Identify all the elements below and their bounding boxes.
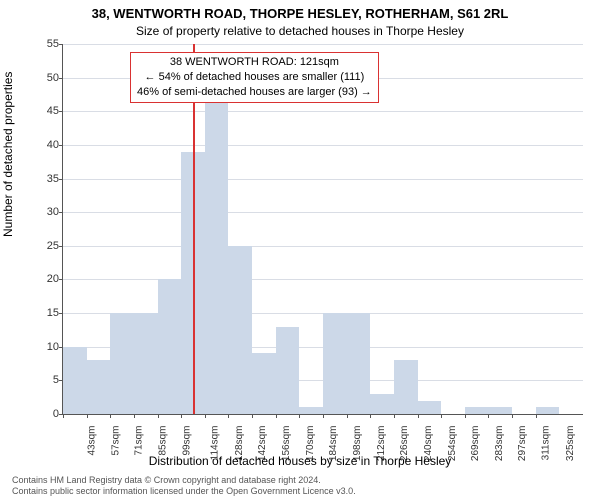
y-tick-label: 30 (29, 206, 59, 218)
x-tick-mark (465, 414, 466, 418)
x-tick-mark (205, 414, 206, 418)
x-axis-label: Distribution of detached houses by size … (0, 454, 600, 468)
x-tick-mark (276, 414, 277, 418)
y-tick-mark (59, 212, 63, 213)
y-tick-label: 10 (29, 341, 59, 353)
x-tick-mark (418, 414, 419, 418)
histogram-bar (87, 360, 111, 414)
y-tick-mark (59, 246, 63, 247)
histogram-bar (134, 313, 158, 414)
x-tick-mark (512, 414, 513, 418)
footer-line2: Contains public sector information licen… (12, 486, 356, 497)
y-tick-label: 25 (29, 240, 59, 252)
gridline (63, 212, 583, 213)
histogram-bar (347, 313, 371, 414)
y-tick-mark (59, 179, 63, 180)
y-tick-mark (59, 313, 63, 314)
y-tick-label: 20 (29, 273, 59, 285)
x-tick-mark (252, 414, 253, 418)
x-tick-mark (110, 414, 111, 418)
annotation-line3: 46% of semi-detached houses are larger (… (137, 85, 372, 100)
y-tick-label: 0 (29, 408, 59, 420)
histogram-bar (276, 327, 300, 414)
histogram-bar (370, 394, 394, 414)
histogram-bar (158, 279, 182, 414)
histogram-bar (536, 407, 560, 414)
histogram-bar (110, 313, 134, 414)
histogram-bar (299, 407, 323, 414)
x-tick-label: 99sqm (181, 426, 192, 456)
y-tick-mark (59, 78, 63, 79)
y-tick-mark (59, 145, 63, 146)
gridline (63, 179, 583, 180)
x-tick-mark (323, 414, 324, 418)
x-tick-mark (370, 414, 371, 418)
x-tick-mark (488, 414, 489, 418)
gridline (63, 111, 583, 112)
annotation-line2: ← 54% of detached houses are smaller (11… (137, 70, 372, 85)
histogram-bar (205, 98, 229, 414)
histogram-bar (465, 407, 489, 414)
x-tick-mark (441, 414, 442, 418)
footer-line1: Contains HM Land Registry data © Crown c… (12, 475, 356, 486)
y-tick-label: 55 (29, 38, 59, 50)
x-tick-mark (228, 414, 229, 418)
chart-annotation-box: 38 WENTWORTH ROAD: 121sqm ← 54% of detac… (130, 52, 379, 103)
y-tick-label: 45 (29, 105, 59, 117)
x-tick-label: 43sqm (87, 426, 98, 456)
gridline (63, 44, 583, 45)
annotation-line1: 38 WENTWORTH ROAD: 121sqm (137, 55, 372, 70)
chart-title: 38, WENTWORTH ROAD, THORPE HESLEY, ROTHE… (0, 6, 600, 21)
histogram-bar (228, 246, 252, 414)
histogram-bar (418, 401, 442, 414)
x-tick-mark (347, 414, 348, 418)
y-tick-mark (59, 279, 63, 280)
gridline (63, 246, 583, 247)
chart-attribution: Contains HM Land Registry data © Crown c… (12, 475, 356, 498)
x-tick-mark (63, 414, 64, 418)
y-tick-label: 50 (29, 72, 59, 84)
histogram-bar (63, 347, 87, 414)
y-axis-label: Number of detached properties (1, 72, 15, 237)
x-tick-mark (87, 414, 88, 418)
x-tick-mark (536, 414, 537, 418)
y-tick-label: 35 (29, 173, 59, 185)
x-tick-label: 85sqm (157, 426, 168, 456)
histogram-bar (394, 360, 418, 414)
x-tick-mark (299, 414, 300, 418)
x-tick-label: 57sqm (110, 426, 121, 456)
gridline (63, 145, 583, 146)
y-tick-label: 15 (29, 307, 59, 319)
x-tick-mark (181, 414, 182, 418)
y-tick-label: 5 (29, 374, 59, 386)
y-tick-mark (59, 44, 63, 45)
y-tick-label: 40 (29, 139, 59, 151)
x-tick-mark (158, 414, 159, 418)
x-tick-mark (134, 414, 135, 418)
histogram-bar (323, 313, 347, 414)
y-tick-mark (59, 111, 63, 112)
x-tick-label: 71sqm (134, 426, 145, 456)
chart-subtitle: Size of property relative to detached ho… (0, 24, 600, 38)
histogram-bar (252, 353, 276, 414)
x-tick-mark (394, 414, 395, 418)
histogram-bar (488, 407, 512, 414)
gridline (63, 279, 583, 280)
